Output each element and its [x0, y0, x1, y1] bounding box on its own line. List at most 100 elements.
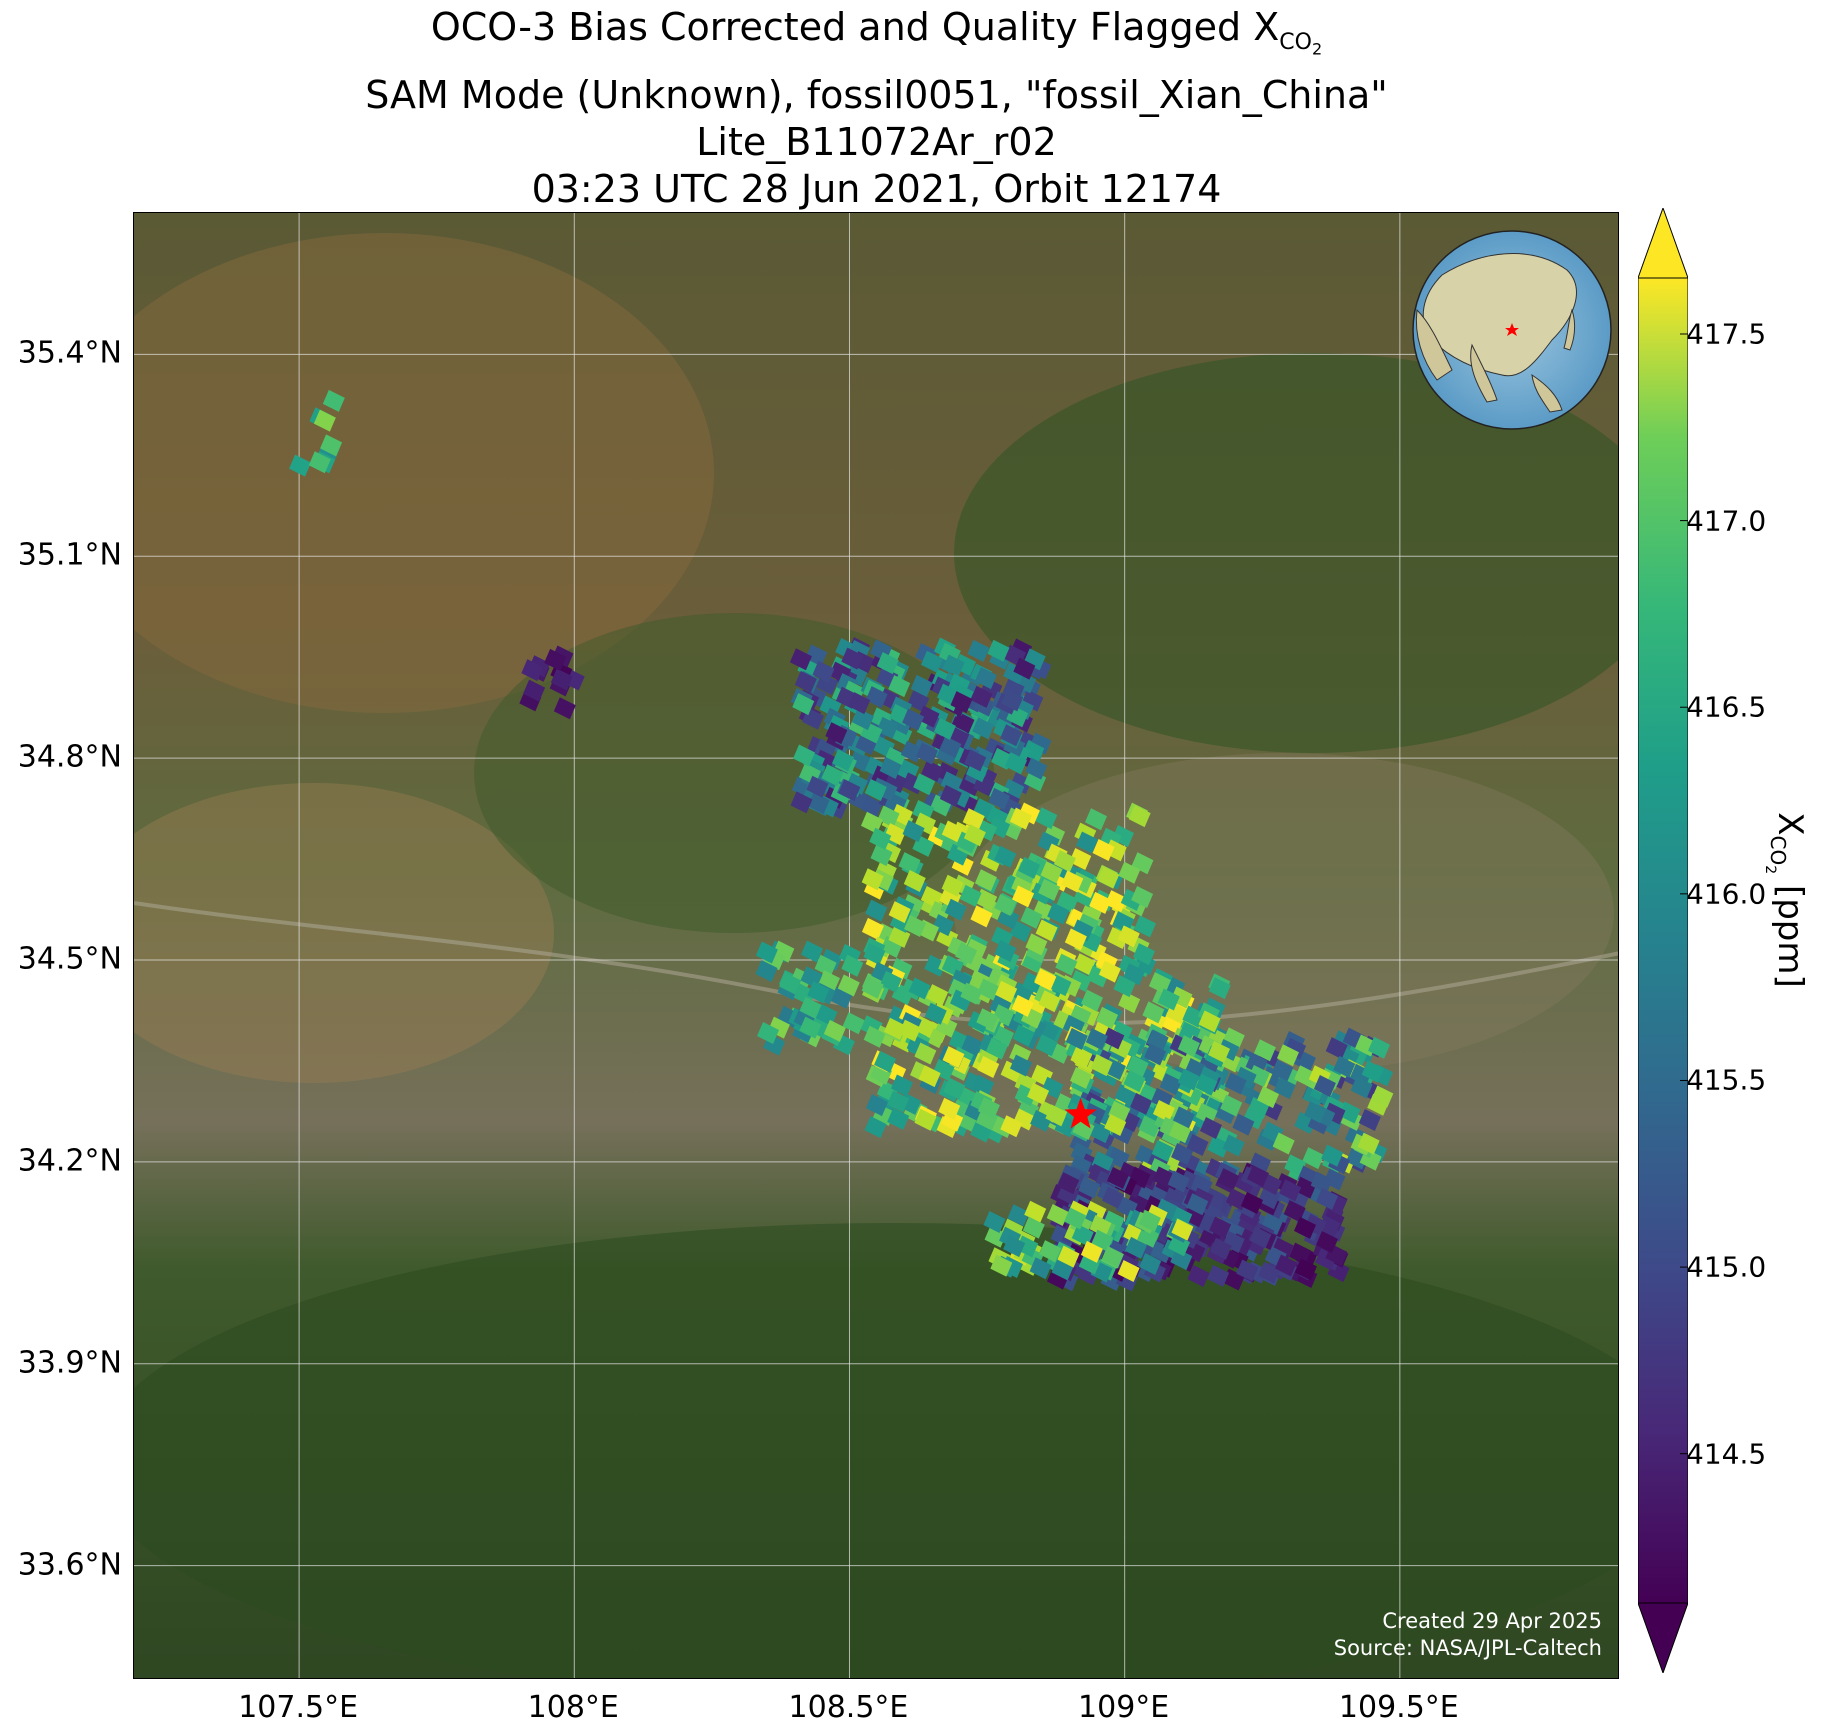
sounding-footprint — [861, 976, 884, 999]
sounding-footprint — [942, 654, 965, 677]
sounding-footprint — [1089, 891, 1112, 914]
sounding-footprint — [1190, 1174, 1213, 1197]
sounding-footprint — [1294, 1176, 1317, 1199]
sounding-footprint — [970, 905, 993, 928]
sounding-footprint — [1167, 1170, 1190, 1193]
credits-created: Created 29 Apr 2025 — [1382, 1609, 1602, 1633]
sounding-footprint — [988, 787, 1011, 810]
sounding-footprint — [1069, 848, 1092, 871]
sounding-footprint — [887, 1107, 910, 1130]
sounding-footprint — [994, 845, 1017, 868]
sounding-footprint — [1139, 1252, 1162, 1275]
sounding-footprint — [869, 827, 892, 850]
title-line-4: 03:23 UTC 28 Jun 2021, Orbit 12174 — [531, 166, 1222, 211]
sounding-footprint — [1186, 1133, 1209, 1156]
sounding-footprint — [313, 409, 336, 432]
sounding-footprint — [841, 647, 864, 670]
sounding-footprint — [1321, 1144, 1344, 1167]
sounding-footprint — [933, 717, 956, 740]
sounding-footprint — [939, 735, 962, 758]
sounding-footprint — [932, 914, 955, 937]
sounding-footprint — [914, 1108, 937, 1131]
lon-tick-label: 109.5°E — [1338, 1690, 1459, 1725]
sounding-footprint — [805, 644, 828, 667]
sounding-footprint — [1142, 1001, 1165, 1024]
colorbar-gradient — [1638, 277, 1688, 1604]
sounding-footprint — [970, 685, 993, 708]
sounding-footprint — [974, 667, 997, 690]
sounding-footprint — [1009, 807, 1032, 830]
target-star-marker — [1064, 1097, 1097, 1129]
sounding-footprint — [757, 1022, 780, 1045]
sounding-footprint — [991, 926, 1014, 949]
sounding-footprint — [880, 970, 903, 993]
figure-title: OCO-3 Bias Corrected and Quality Flagged… — [134, 4, 1619, 213]
sounding-footprint — [1076, 831, 1099, 854]
sounding-footprint — [974, 869, 997, 892]
colorbar-label: XCO2 [ppm] — [1762, 812, 1810, 988]
sounding-footprint — [918, 1065, 941, 1088]
sounding-footprint — [874, 1050, 897, 1073]
sounding-footprint — [1199, 1117, 1222, 1140]
sounding-footprint — [1271, 1059, 1294, 1082]
sounding-footprint — [1009, 1054, 1032, 1077]
colorbar-tick-label: 415.0 — [1686, 1250, 1767, 1284]
satellite-map[interactable] — [134, 213, 1619, 1679]
colorbar — [1638, 208, 1688, 1673]
sounding-footprint — [1186, 1193, 1209, 1216]
sounding-footprint — [1177, 1035, 1200, 1058]
sounding-footprint — [1069, 1066, 1092, 1089]
sounding-footprint — [1001, 689, 1024, 712]
sounding-footprint — [1138, 1209, 1161, 1232]
sounding-footprint — [1070, 1046, 1093, 1069]
sounding-footprint — [910, 674, 933, 697]
sounding-footprint — [1101, 1246, 1124, 1269]
sounding-footprint — [920, 650, 943, 673]
sounding-footprint — [806, 775, 829, 798]
sounding-footprint — [1106, 1167, 1129, 1190]
sounding-footprint — [1157, 988, 1180, 1011]
lon-tick-label: 109°E — [1078, 1690, 1170, 1725]
sounding-footprint — [308, 451, 331, 474]
sounding-footprint — [972, 1074, 995, 1097]
sounding-footprint — [815, 1004, 838, 1027]
sounding-footprint — [1022, 740, 1045, 763]
sounding-footprint — [1020, 906, 1043, 929]
sounding-footprint — [1284, 1154, 1307, 1177]
lat-tick-label: 34.8°N — [17, 739, 122, 775]
sounding-footprint — [898, 852, 921, 875]
sounding-footprint — [1138, 1115, 1161, 1138]
sounding-footprint — [1134, 915, 1157, 938]
sounding-footprint — [799, 1016, 822, 1039]
sounding-footprint — [1029, 1257, 1052, 1280]
sounding-footprint — [997, 907, 1020, 930]
sounding-footprint — [941, 820, 964, 843]
sounding-footprint — [943, 1077, 966, 1100]
sounding-footprint — [1081, 989, 1104, 1012]
credits: Created 29 Apr 2025 Source: NASA/JPL-Cal… — [1334, 1608, 1602, 1662]
sounding-footprint — [921, 759, 944, 782]
lat-tick-label: 33.6°N — [17, 1547, 122, 1583]
colorbar-tick-label: 414.5 — [1686, 1437, 1767, 1471]
sounding-footprint — [823, 1019, 846, 1042]
sounding-footprint — [1030, 1109, 1053, 1132]
sounding-footprint — [821, 764, 844, 787]
sounding-footprint — [967, 639, 990, 662]
sounding-footprint — [1258, 1261, 1281, 1284]
sounding-footprint — [917, 705, 940, 728]
sounding-footprint — [1003, 1235, 1026, 1258]
map-panel[interactable] — [133, 212, 1619, 1679]
sounding-footprint — [864, 779, 887, 802]
sounding-footprint — [916, 742, 939, 765]
sounding-footprint — [985, 1037, 1008, 1060]
sounding-footprint — [1089, 1215, 1112, 1238]
sounding-footprint — [807, 981, 830, 1004]
sounding-footprint — [1279, 1179, 1302, 1202]
credits-source: Source: NASA/JPL-Caltech — [1333, 1636, 1602, 1660]
sounding-footprint — [1018, 856, 1041, 879]
sounding-footprint — [1013, 657, 1036, 680]
sounding-footprint — [902, 708, 925, 731]
sounding-footprint — [1315, 1231, 1338, 1254]
sounding-footprint — [962, 808, 985, 831]
sounding-footprint — [1310, 1171, 1333, 1194]
